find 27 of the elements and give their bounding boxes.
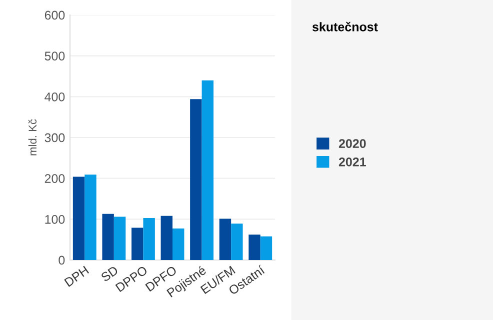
y-tick-label: 600 bbox=[44, 10, 65, 20]
bar bbox=[260, 236, 272, 260]
y-tick-label: 200 bbox=[44, 174, 65, 183]
bar bbox=[202, 80, 214, 260]
bar bbox=[84, 174, 96, 260]
y-tick-label: 300 bbox=[44, 133, 65, 142]
legend-label: 2021 bbox=[338, 157, 366, 166]
legend-label: 2020 bbox=[338, 139, 366, 148]
y-tick-label: 400 bbox=[44, 92, 65, 102]
bar bbox=[72, 176, 85, 260]
bar bbox=[114, 216, 126, 260]
bar bbox=[143, 218, 155, 260]
x-tick-label: SD bbox=[100, 265, 119, 282]
bar bbox=[248, 234, 260, 260]
bar bbox=[102, 214, 114, 260]
bar bbox=[219, 218, 232, 260]
y-tick-label: 500 bbox=[44, 52, 65, 60]
bar bbox=[190, 99, 202, 260]
y-axis-title: mld. Kč bbox=[28, 119, 37, 156]
y-tick-label: 100 bbox=[45, 214, 65, 224]
bar bbox=[172, 228, 184, 260]
x-tick-label: DPH bbox=[64, 266, 90, 287]
bar bbox=[160, 216, 172, 260]
bar bbox=[231, 224, 243, 260]
legend-title: skutečnost bbox=[312, 22, 378, 32]
y-tick-label: 0 bbox=[58, 256, 65, 265]
bar bbox=[132, 228, 144, 260]
